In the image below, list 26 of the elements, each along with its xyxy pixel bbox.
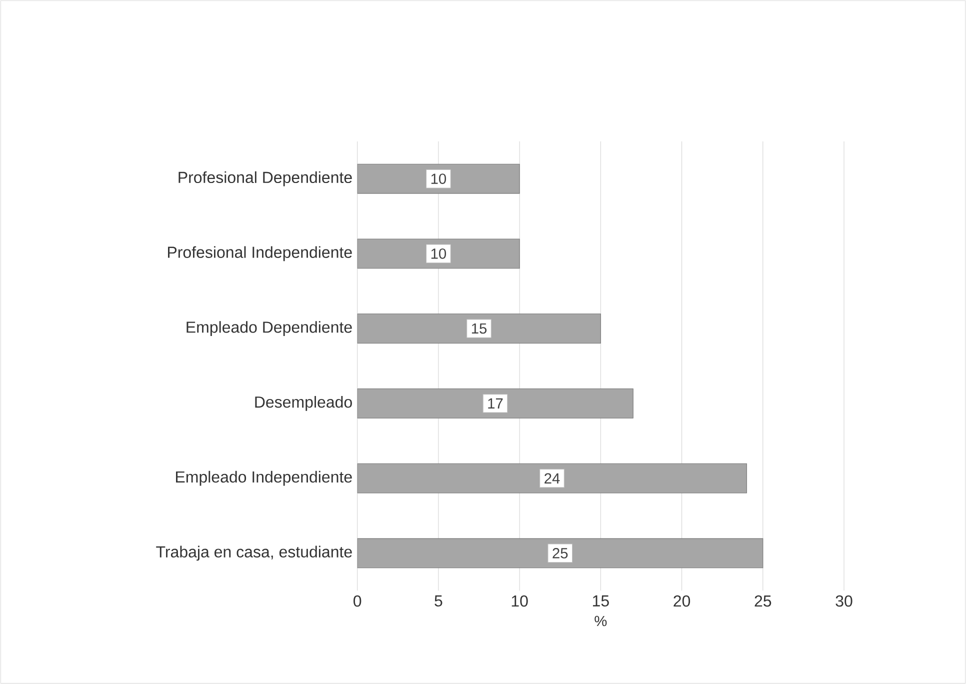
x-tick-label: 20 (674, 595, 690, 607)
y-tick-label: Trabaja en casa, estudiante (156, 546, 352, 561)
data-label: 17 (488, 398, 503, 408)
x-axis-title: % (594, 616, 607, 626)
x-tick-label: 5 (434, 595, 442, 607)
bar (357, 238, 520, 269)
x-tick-label: 15 (592, 595, 609, 607)
data-label: 15 (472, 323, 487, 334)
y-tick-label: Empleado Independiente (176, 470, 352, 486)
bar (357, 314, 601, 344)
data-label: 25 (552, 548, 568, 558)
bar (357, 463, 747, 494)
y-tick-label: Desempleado (255, 396, 352, 411)
y-tick-label: Profesional Independiente (168, 246, 352, 262)
data-label: 24 (544, 473, 560, 484)
data-label: 10 (431, 174, 446, 184)
y-tick-label: Profesional Dependiente (178, 171, 352, 186)
x-tick-label: 0 (354, 595, 362, 607)
bar (357, 388, 634, 418)
bar (357, 164, 520, 194)
x-tick-label: 25 (754, 595, 772, 607)
x-tick-label: 10 (512, 595, 528, 607)
bar (357, 538, 764, 568)
data-label: 10 (431, 248, 446, 259)
x-tick-label: 30 (836, 595, 852, 607)
y-tick-label: Empleado Dependiente (186, 321, 352, 336)
